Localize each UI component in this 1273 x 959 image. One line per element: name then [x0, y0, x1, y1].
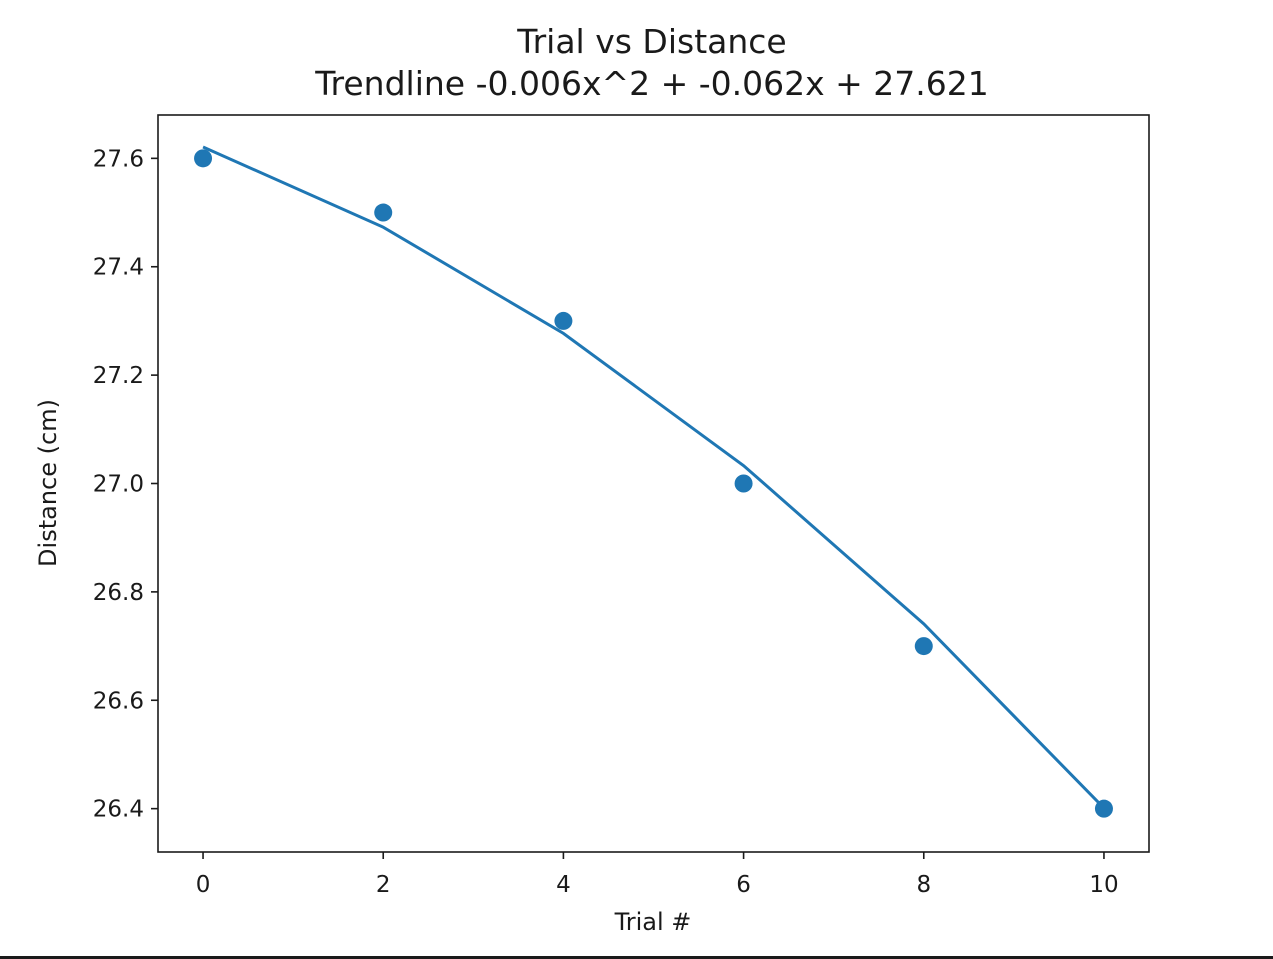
y-tick-label: 27.0	[93, 472, 144, 498]
y-tick-label: 27.4	[93, 255, 144, 281]
y-tick-label: 27.6	[93, 146, 144, 172]
x-tick-label: 2	[376, 872, 391, 898]
x-tick-label: 10	[1089, 872, 1118, 898]
plot-area	[194, 145, 1113, 818]
data-point	[1094, 799, 1113, 818]
y-tick-label: 26.4	[93, 797, 144, 823]
y-axis-label: Distance (cm)	[34, 399, 62, 567]
y-tick-label: 27.2	[93, 363, 144, 389]
data-point	[914, 637, 933, 656]
data-point	[374, 203, 393, 222]
chart-subtitle: Trendline -0.006x^2 + -0.062x + 27.621	[314, 64, 989, 103]
y-tick-label: 26.8	[93, 580, 144, 606]
x-tick-label: 8	[916, 872, 931, 898]
x-tick-label: 4	[556, 872, 571, 898]
x-axis-label: Trial #	[614, 908, 692, 936]
x-tick-label: 0	[196, 872, 211, 898]
data-point	[554, 311, 573, 330]
chart-title: Trial vs Distance	[516, 22, 786, 61]
bottom-rule	[0, 956, 1273, 959]
x-axis: 0 2 4 6 8 10	[196, 852, 1119, 898]
y-axis: 26.4 26.6 26.8 27.0 27.2 27.4 27.6	[93, 146, 158, 823]
data-point	[734, 474, 753, 493]
axes-frame	[157, 114, 1150, 853]
x-tick-label: 6	[736, 872, 751, 898]
trendline	[202, 145, 1106, 810]
data-point	[194, 149, 213, 168]
y-tick-label: 26.6	[93, 688, 144, 714]
